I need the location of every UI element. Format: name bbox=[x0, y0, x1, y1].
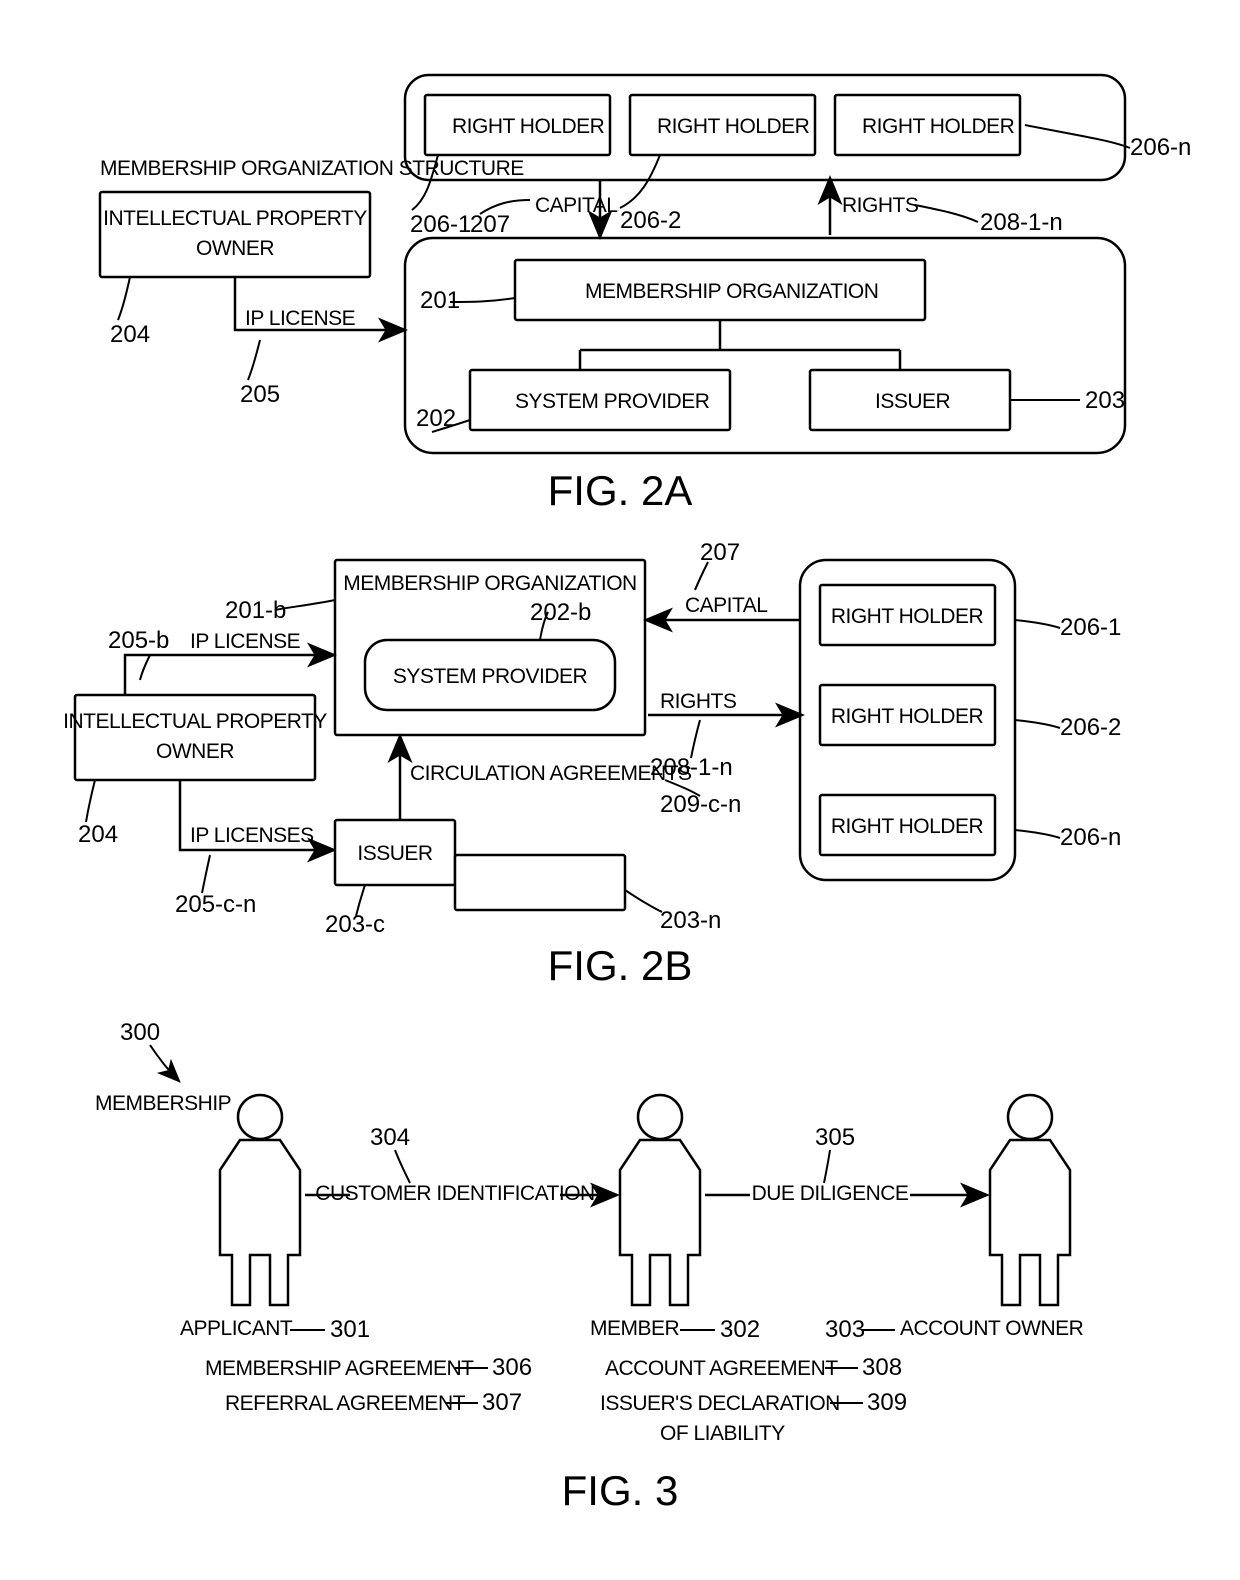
right-holder-1: RIGHT HOLDER bbox=[452, 115, 605, 138]
num-2062b: 206-2 bbox=[1060, 714, 1121, 741]
num-204: 204 bbox=[110, 321, 150, 348]
num-203c: 203-c bbox=[325, 911, 385, 938]
num-208b: 208-1-n bbox=[650, 754, 733, 781]
spb-label: SYSTEM PROVIDER bbox=[393, 665, 588, 688]
aa-label: ACCOUNT AGREEMENT bbox=[605, 1357, 838, 1380]
num-204b: 204 bbox=[78, 821, 118, 848]
ipob-box bbox=[75, 695, 315, 780]
lead-203n bbox=[625, 890, 662, 912]
lead-2062b bbox=[1015, 720, 1060, 728]
mob-label: MEMBERSHIP ORGANIZATION bbox=[343, 572, 636, 595]
lead-208b bbox=[691, 720, 700, 758]
lead-206-n bbox=[1025, 125, 1130, 148]
lead-205 bbox=[248, 340, 260, 380]
fig2a-title: MEMBERSHIP ORGANIZATION STRUCTURE bbox=[100, 157, 524, 180]
num-306: 306 bbox=[492, 1354, 532, 1381]
num-206-n: 206-n bbox=[1130, 134, 1191, 161]
rhbn-l: RIGHT HOLDER bbox=[831, 815, 984, 838]
num-305: 305 bbox=[815, 1124, 855, 1151]
ra-label: REFERRAL AGREEMENT bbox=[225, 1392, 466, 1415]
fig-2a: MEMBERSHIP ORGANIZATION STRUCTURE RIGHT … bbox=[100, 75, 1191, 514]
num-2061b: 206-1 bbox=[1060, 614, 1121, 641]
num-203: 203 bbox=[1085, 387, 1125, 414]
issuer-label: ISSUER bbox=[875, 390, 951, 413]
sp-label: SYSTEM PROVIDER bbox=[515, 390, 710, 413]
num-207b: 207 bbox=[700, 539, 740, 566]
account-owner-icon bbox=[990, 1095, 1070, 1305]
member-icon bbox=[620, 1095, 700, 1305]
num-202: 202 bbox=[416, 405, 456, 432]
dd-label: DUE DILIGENCE bbox=[752, 1182, 909, 1205]
num-206nb: 206-n bbox=[1060, 824, 1121, 851]
lead-205b bbox=[140, 655, 150, 680]
num-308: 308 bbox=[862, 1354, 902, 1381]
num-300: 300 bbox=[120, 1019, 160, 1046]
lead-206nb bbox=[1015, 830, 1060, 838]
idl-l2: OF LIABILITY bbox=[660, 1422, 785, 1445]
issuerc-label: ISSUER bbox=[357, 842, 433, 865]
ma-label: MEMBERSHIP AGREEMENT bbox=[205, 1357, 474, 1380]
fig-3: 300 MEMBERSHIP CUSTOMER IDENTIFICATION 3… bbox=[95, 1019, 1084, 1514]
num-201: 201 bbox=[420, 287, 460, 314]
applicant-icon bbox=[220, 1095, 300, 1305]
lead-305 bbox=[824, 1150, 830, 1183]
num-307: 307 bbox=[482, 1389, 522, 1416]
lead-2061b bbox=[1015, 620, 1060, 628]
num-206-1: 206-1 bbox=[410, 211, 471, 238]
ipob-l2: OWNER bbox=[156, 740, 234, 763]
applicant-label: APPLICANT bbox=[180, 1317, 293, 1340]
arrow-iplicb bbox=[125, 655, 332, 695]
fig-2b: MEMBERSHIP ORGANIZATION 201-b SYSTEM PRO… bbox=[63, 539, 1121, 989]
right-holder-2: RIGHT HOLDER bbox=[657, 115, 810, 138]
membership-title: MEMBERSHIP bbox=[95, 1092, 231, 1115]
fig2b-caption: FIG. 2B bbox=[548, 942, 693, 989]
idl-l1: ISSUER'S DECLARATION bbox=[600, 1392, 840, 1415]
lead-205cn bbox=[202, 855, 210, 893]
num-303: 303 bbox=[825, 1316, 865, 1343]
lead-204 bbox=[118, 277, 130, 320]
ipo-l2: OWNER bbox=[196, 237, 274, 260]
fig3-caption: FIG. 3 bbox=[562, 1467, 679, 1514]
num-208: 208-1-n bbox=[980, 209, 1063, 236]
mo-label: MEMBERSHIP ORGANIZATION bbox=[585, 280, 878, 303]
lead-208 bbox=[915, 205, 978, 222]
rightsb-label: RIGHTS bbox=[660, 690, 737, 713]
capb-label: CAPITAL bbox=[685, 594, 767, 617]
num-301: 301 bbox=[330, 1316, 370, 1343]
num-304: 304 bbox=[370, 1124, 410, 1151]
ipo-l1: INTELLECTUAL PROPERTY bbox=[103, 207, 367, 230]
rhb2-l: RIGHT HOLDER bbox=[831, 705, 984, 728]
num-209: 209-c-n bbox=[660, 791, 741, 818]
ipo-box bbox=[100, 192, 370, 277]
num-309: 309 bbox=[867, 1389, 907, 1416]
num-206-2: 206-2 bbox=[620, 207, 681, 234]
member-label: MEMBER bbox=[590, 1317, 680, 1340]
num-203n: 203-n bbox=[660, 907, 721, 934]
iplicb-label: IP LICENSE bbox=[190, 630, 301, 653]
num-302: 302 bbox=[720, 1316, 760, 1343]
num-205b: 205-b bbox=[108, 627, 169, 654]
rights-label: RIGHTS bbox=[842, 194, 919, 217]
issuer-mid-box bbox=[455, 855, 625, 910]
lead-300 bbox=[150, 1045, 178, 1080]
lead-304 bbox=[395, 1150, 410, 1183]
num-205: 205 bbox=[240, 381, 280, 408]
num-205cn: 205-c-n bbox=[175, 891, 256, 918]
iplics-label: IP LICENSES bbox=[190, 824, 314, 847]
rhb1-l: RIGHT HOLDER bbox=[831, 605, 984, 628]
ao-label: ACCOUNT OWNER bbox=[900, 1317, 1084, 1340]
lead-207b bbox=[695, 562, 708, 590]
ci-label: CUSTOMER IDENTIFICATION bbox=[315, 1182, 594, 1205]
lead-206-2 bbox=[620, 155, 660, 208]
num-202b: 202-b bbox=[530, 599, 591, 626]
capital-label: CAPITAL bbox=[535, 194, 617, 217]
num-201b: 201-b bbox=[225, 597, 286, 624]
right-holder-n: RIGHT HOLDER bbox=[862, 115, 1015, 138]
lead-204b bbox=[86, 780, 95, 822]
patent-figure: MEMBERSHIP ORGANIZATION STRUCTURE RIGHT … bbox=[0, 0, 1240, 1580]
ip-license-label: IP LICENSE bbox=[245, 307, 356, 330]
fig2a-caption: FIG. 2A bbox=[548, 467, 693, 514]
ipob-l1: INTELLECTUAL PROPERTY bbox=[63, 710, 327, 733]
num-207: 207 bbox=[470, 211, 510, 238]
